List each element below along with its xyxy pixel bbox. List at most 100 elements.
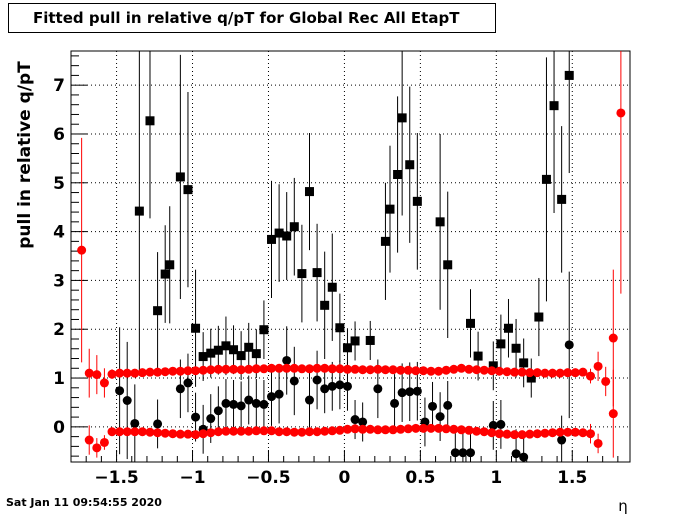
- data-point-circle: [441, 424, 451, 434]
- data-point-circle: [502, 367, 512, 377]
- data-point-circle: [327, 381, 337, 391]
- data-point-circle: [593, 361, 603, 371]
- data-point-square: [289, 222, 299, 232]
- data-point-square: [435, 217, 445, 227]
- data-point-circle: [320, 384, 330, 394]
- data-point-circle: [435, 412, 445, 422]
- data-point-circle: [434, 423, 444, 433]
- data-point-circle: [320, 426, 330, 436]
- data-point-circle: [191, 430, 201, 440]
- data-point-circle: [511, 449, 521, 459]
- data-point-circle: [267, 426, 277, 436]
- data-point-circle: [130, 368, 140, 378]
- data-point-circle: [213, 406, 223, 416]
- data-point-circle: [259, 399, 269, 409]
- data-point-circle: [548, 368, 558, 378]
- data-point-circle: [494, 366, 504, 376]
- data-point-circle: [122, 395, 132, 405]
- data-point-circle: [115, 386, 125, 396]
- data-point-square: [519, 358, 529, 368]
- data-point-square: [145, 116, 155, 126]
- data-point-circle: [578, 367, 588, 377]
- grid-lines: [71, 51, 630, 462]
- data-point-circle: [441, 365, 451, 375]
- data-point-circle: [160, 367, 170, 377]
- data-point-circle: [297, 364, 307, 374]
- data-point-circle: [443, 400, 453, 410]
- data-point-circle: [122, 427, 132, 437]
- data-point-circle: [115, 427, 125, 437]
- data-point-circle: [191, 366, 201, 376]
- data-point-circle: [99, 437, 109, 447]
- data-point-circle: [388, 425, 398, 435]
- data-point-square: [183, 185, 193, 195]
- x-tick-label: 0.5: [405, 468, 435, 488]
- data-point-circle: [168, 366, 178, 376]
- data-point-circle: [464, 425, 474, 435]
- x-axis-label: η: [618, 497, 628, 514]
- data-point-circle: [358, 365, 368, 375]
- y-tick-label: 0: [53, 418, 65, 438]
- data-point-circle: [153, 428, 163, 438]
- data-point-square: [380, 236, 390, 246]
- data-point-circle: [396, 365, 406, 375]
- y-tick-label: 2: [53, 320, 65, 340]
- data-point-square: [534, 312, 544, 322]
- data-point-circle: [282, 355, 292, 365]
- data-point-circle: [160, 428, 170, 438]
- data-point-circle: [183, 378, 193, 388]
- data-point-circle: [137, 427, 147, 437]
- data-point-circle: [540, 368, 550, 378]
- data-point-circle: [373, 364, 383, 374]
- data-point-circle: [236, 426, 246, 436]
- data-point-circle: [494, 429, 504, 439]
- data-point-circle: [327, 364, 337, 374]
- data-point-square: [496, 339, 506, 349]
- data-point-square: [564, 70, 574, 80]
- data-point-circle: [244, 426, 254, 436]
- y-tick-label: 7: [53, 76, 65, 96]
- data-point-square: [466, 318, 476, 328]
- data-point-circle: [418, 366, 428, 376]
- data-point-circle: [496, 419, 506, 429]
- data-point-circle: [206, 365, 216, 375]
- data-point-circle: [472, 426, 482, 436]
- x-tick-label: 0: [339, 468, 351, 488]
- data-point-circle: [327, 426, 337, 436]
- data-point-circle: [153, 419, 163, 429]
- data-point-square: [213, 345, 223, 355]
- data-point-square: [335, 323, 345, 333]
- data-point-circle: [251, 398, 261, 408]
- data-point-circle: [390, 398, 400, 408]
- data-point-circle: [342, 381, 352, 391]
- data-point-square: [259, 325, 269, 335]
- data-point-circle: [540, 428, 550, 438]
- data-point-circle: [267, 363, 277, 373]
- data-point-circle: [502, 429, 512, 439]
- data-point-circle: [122, 368, 132, 378]
- data-point-circle: [525, 429, 535, 439]
- data-point-circle: [488, 420, 498, 430]
- data-point-circle: [608, 409, 618, 419]
- data-point-circle: [221, 398, 231, 408]
- data-point-circle: [532, 368, 542, 378]
- data-point-circle: [563, 368, 573, 378]
- data-point-circle: [563, 427, 573, 437]
- data-point-circle: [183, 429, 193, 439]
- data-point-circle: [297, 427, 307, 437]
- data-point-circle: [586, 429, 596, 439]
- data-point-circle: [380, 425, 390, 435]
- data-point-circle: [464, 364, 474, 374]
- data-point-square: [365, 335, 375, 345]
- data-point-circle: [570, 368, 580, 378]
- data-point-circle: [456, 425, 466, 435]
- data-point-circle: [450, 448, 460, 458]
- data-point-circle: [145, 367, 155, 377]
- x-tick-label: −0.5: [246, 468, 290, 488]
- data-point-square: [267, 234, 277, 244]
- data-point-circle: [274, 427, 284, 437]
- y-tick-label: 1: [53, 369, 65, 389]
- data-point-circle: [282, 363, 292, 373]
- data-point-square: [312, 268, 322, 278]
- data-point-circle: [229, 364, 239, 374]
